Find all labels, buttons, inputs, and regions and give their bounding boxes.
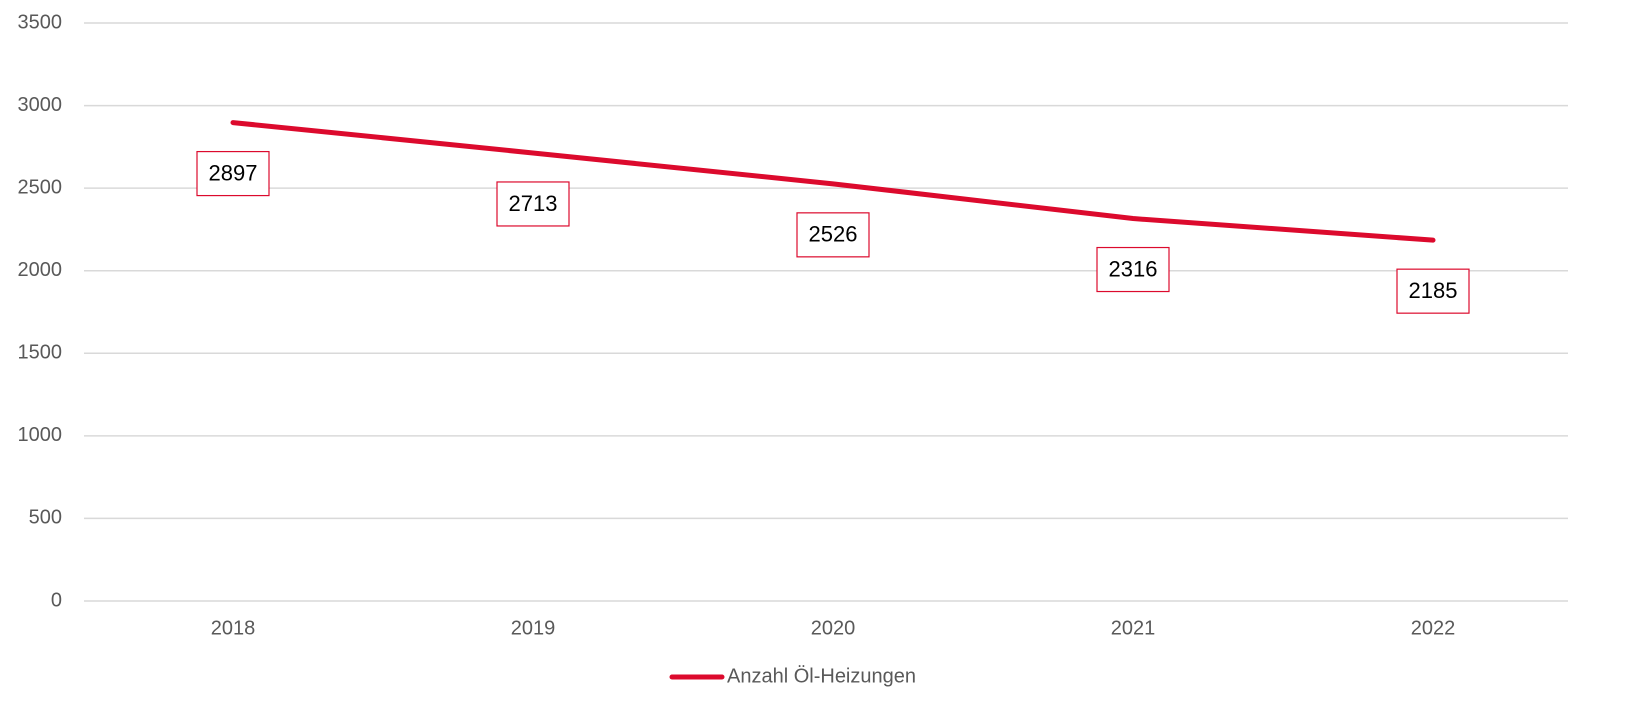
data-label: 2526 <box>809 222 858 247</box>
data-label: 2316 <box>1109 256 1158 281</box>
x-tick-label: 2019 <box>511 617 556 639</box>
data-label: 2897 <box>209 160 258 185</box>
data-label-box <box>796 212 870 258</box>
data-label-box <box>496 181 570 227</box>
x-tick-label: 2021 <box>1111 617 1156 639</box>
x-tick-label: 2018 <box>211 617 256 639</box>
y-tick-label: 3000 <box>18 94 63 116</box>
data-label-box <box>1096 246 1170 293</box>
y-tick-label: 500 <box>29 507 62 529</box>
y-tick-label: 1000 <box>18 424 63 446</box>
y-tick-label: 2500 <box>18 176 63 198</box>
y-tick-label: 2000 <box>18 259 63 281</box>
y-tick-label: 1500 <box>18 342 63 364</box>
data-label: 2713 <box>509 191 558 216</box>
x-tick-label: 2022 <box>1411 617 1456 639</box>
data-label-box <box>196 150 270 197</box>
x-tick-label: 2020 <box>811 617 856 639</box>
series-line <box>230 120 1436 243</box>
y-tick-label: 0 <box>51 589 62 611</box>
legend-label: Anzahl Öl-Heizungen <box>727 665 916 687</box>
data-label-box <box>1396 268 1470 314</box>
data-label: 2185 <box>1409 278 1458 303</box>
y-tick-label: 3500 <box>18 11 63 33</box>
